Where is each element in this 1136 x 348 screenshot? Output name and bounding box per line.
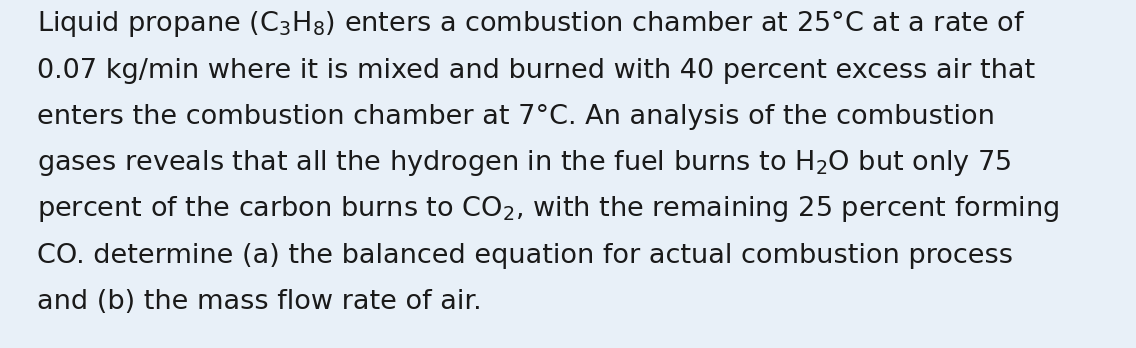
Text: Liquid propane ($\mathregular{C_3H_8}$) enters a combustion chamber at 25°C at a: Liquid propane ($\mathregular{C_3H_8}$) …: [37, 9, 1026, 39]
Text: gases reveals that all the hydrogen in the fuel burns to $\mathregular{H_2}$O bu: gases reveals that all the hydrogen in t…: [37, 148, 1012, 178]
Text: percent of the carbon burns to $\mathregular{CO_2}$, with the remaining 25 perce: percent of the carbon burns to $\mathreg…: [37, 195, 1060, 224]
Text: enters the combustion chamber at 7°C. An analysis of the combustion: enters the combustion chamber at 7°C. An…: [37, 104, 995, 130]
Text: 0.07 kg/min where it is mixed and burned with 40 percent excess air that: 0.07 kg/min where it is mixed and burned…: [37, 58, 1036, 84]
Text: and (b) the mass flow rate of air.: and (b) the mass flow rate of air.: [37, 289, 482, 315]
Text: CO. determine (a) the balanced equation for actual combustion process: CO. determine (a) the balanced equation …: [37, 243, 1013, 269]
